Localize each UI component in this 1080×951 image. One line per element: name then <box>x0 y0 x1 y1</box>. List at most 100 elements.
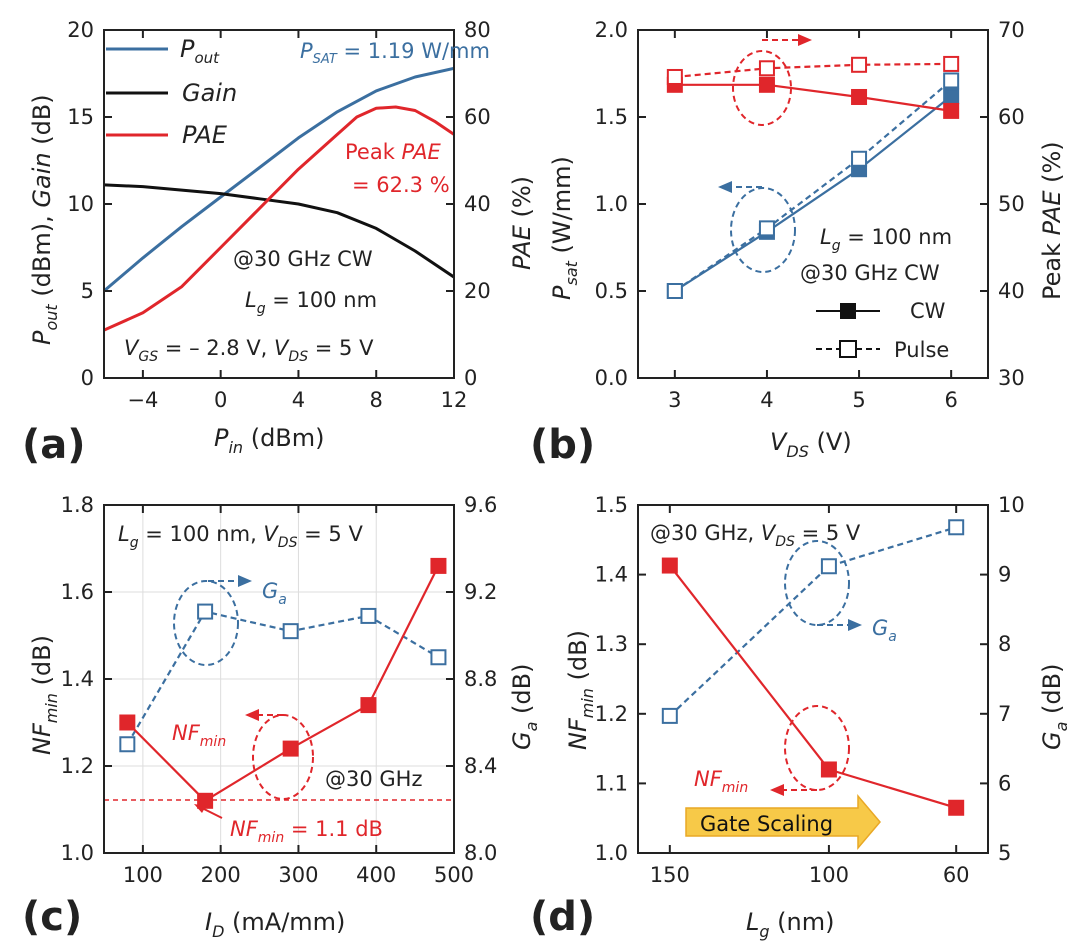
panel-c: 100 200 300 400 500 1.0 1.2 1.4 1.6 1.8 8.0 8.4 8.8 9… <box>22 493 541 941</box>
y-tick-label-left: 1.6 <box>61 580 94 604</box>
legend-label-cw: CW <box>910 299 946 323</box>
y-tick-label-right: 9.6 <box>464 493 497 517</box>
x-tick-label: −4 <box>127 388 158 412</box>
data-point-peak-pae-pulse <box>666 68 683 85</box>
y-tick-label-right: 8.8 <box>464 667 497 691</box>
x-tick-label: 60 <box>943 863 970 887</box>
ga-axis-arrow-head <box>848 619 862 631</box>
legend-marker-pulse <box>839 340 857 358</box>
data-point-nf-min <box>661 557 678 574</box>
y-tick-label-left: 0 <box>81 366 94 390</box>
data-point-g-a <box>430 649 447 666</box>
data-point-nf-min <box>948 799 965 816</box>
series-line-p-sat-pulse <box>674 79 952 292</box>
y-tick-label-right: 30 <box>998 366 1025 390</box>
x-tick-label: 5 <box>852 388 865 412</box>
y-tick-label-right: 80 <box>464 18 491 42</box>
series-line-pae <box>104 105 454 332</box>
series-line-g-a <box>669 526 957 717</box>
data-point-g-a <box>360 607 377 624</box>
data-point-g-a <box>197 603 214 620</box>
panel-label-b: (b) <box>530 422 595 468</box>
data-point-p-sat-pulse <box>758 220 775 237</box>
y-tick-label-right: 8.4 <box>464 754 497 778</box>
x-tick-label: 12 <box>441 388 468 412</box>
data-point-p-sat-cw <box>943 88 960 105</box>
ga-annotation: Ga <box>262 579 287 608</box>
y-tick-label-right: 7 <box>998 702 1011 726</box>
x-tick-label: 6 <box>944 388 957 412</box>
condition-gate-length: Lg = 100 nm <box>820 225 952 254</box>
x-axis-label: Lg (nm) <box>746 908 834 941</box>
series-line-peak-pae-cw <box>674 83 952 112</box>
plot-frame <box>637 29 989 379</box>
pae-axis-arrow-head <box>798 34 812 46</box>
y-tick-label-left: 0.0 <box>595 366 628 390</box>
data-point-peak-pae-cw <box>758 76 775 93</box>
data-point-g-a <box>820 558 837 575</box>
legend-label-pae: PAE <box>182 121 228 149</box>
y-tick-label-right: 50 <box>998 192 1025 216</box>
y-tick-label-right: 6 <box>998 771 1011 795</box>
gate-scaling-label: Gate Scaling <box>700 812 833 836</box>
y-tick-label-left: 20 <box>67 18 94 42</box>
panel-label-a: (a) <box>22 422 86 468</box>
plot-frame <box>637 504 989 854</box>
y-tick-label-left: 1.2 <box>61 754 94 778</box>
y-axis-label-left: Psat (W/mm) <box>548 156 581 300</box>
legend-label-pout: Pout <box>180 35 220 67</box>
x-tick-label: 100 <box>809 863 849 887</box>
y-axis-label-right: PAE (%) <box>508 176 536 270</box>
x-tick-label: 100 <box>123 863 163 887</box>
y-tick-label-right: 70 <box>998 18 1025 42</box>
x-tick-label: 4 <box>292 388 305 412</box>
data-point-nf-min <box>197 792 214 809</box>
condition-frequency: @30 GHz CW <box>233 247 373 271</box>
y-tick-label-left: 0.5 <box>595 279 628 303</box>
y-axis-label-left: Pout (dBm), Gain (dB) <box>28 94 61 345</box>
nfmin-axis-arrow-head <box>770 784 784 796</box>
frequency-annotation: @30 GHz <box>325 767 422 791</box>
panel-b: 3 4 5 6 0.0 0.5 1.0 1.5 2.0 30 40 50 60 70 Lg = 100 n… <box>530 18 1066 468</box>
x-tick-label: 8 <box>370 388 383 412</box>
peak-pae-annotation: Peak PAE <box>345 140 442 164</box>
x-tick-label: 3 <box>668 388 681 412</box>
x-tick-label: 300 <box>278 863 318 887</box>
y-axis-label-right: Ga (dB) <box>1038 664 1071 750</box>
data-point-peak-pae-pulse <box>851 56 868 73</box>
data-point-peak-pae-cw <box>943 102 960 119</box>
psat-axis-arrow-head <box>718 181 732 193</box>
nfmin-axis-arrow-head <box>245 709 259 721</box>
nfmin-series-ellipse <box>784 705 850 791</box>
series-line-p-out <box>104 66 454 293</box>
y-axis-label-left: NFmin (dB) <box>28 635 61 755</box>
data-point-nf-min <box>430 557 447 574</box>
y-tick-label-left: 1.8 <box>61 493 94 517</box>
psat-series-ellipse <box>730 187 796 273</box>
y-tick-label-left: 1.0 <box>595 192 628 216</box>
x-tick-label: 150 <box>650 863 690 887</box>
y-tick-label-left: 1.3 <box>595 632 628 656</box>
nfmin-annotation: NFmin <box>172 721 226 750</box>
data-point-nf-min <box>282 740 299 757</box>
legend-label-gain: Gain <box>182 79 237 107</box>
data-point-nf-min <box>119 714 136 731</box>
y-tick-label-left: 10 <box>67 192 94 216</box>
data-point-g-a <box>119 736 136 753</box>
panel-d: 150 100 60 1.0 1.1 1.2 1.3 1.4 1.5 5 6 7 8 9 10 @30 GH… <box>530 493 1071 941</box>
y-tick-label-right: 8 <box>998 632 1011 656</box>
y-tick-label-right: 9.2 <box>464 580 497 604</box>
y-tick-label-left: 1.4 <box>61 667 94 691</box>
data-point-peak-pae-cw <box>851 88 868 105</box>
panel-label-d: (d) <box>530 894 595 940</box>
nfmin-series-ellipse <box>252 714 314 800</box>
y-tick-label-right: 60 <box>998 105 1025 129</box>
data-point-nf-min <box>820 761 837 778</box>
y-tick-label-left: 5 <box>81 279 94 303</box>
x-axis-label: VDS (V) <box>770 428 852 461</box>
y-tick-label-right: 20 <box>464 279 491 303</box>
y-tick-label-left: 1.0 <box>61 841 94 865</box>
y-tick-label-left: 1.4 <box>595 563 628 587</box>
legend-marker-cw <box>840 303 856 319</box>
x-tick-label: 0 <box>214 388 227 412</box>
